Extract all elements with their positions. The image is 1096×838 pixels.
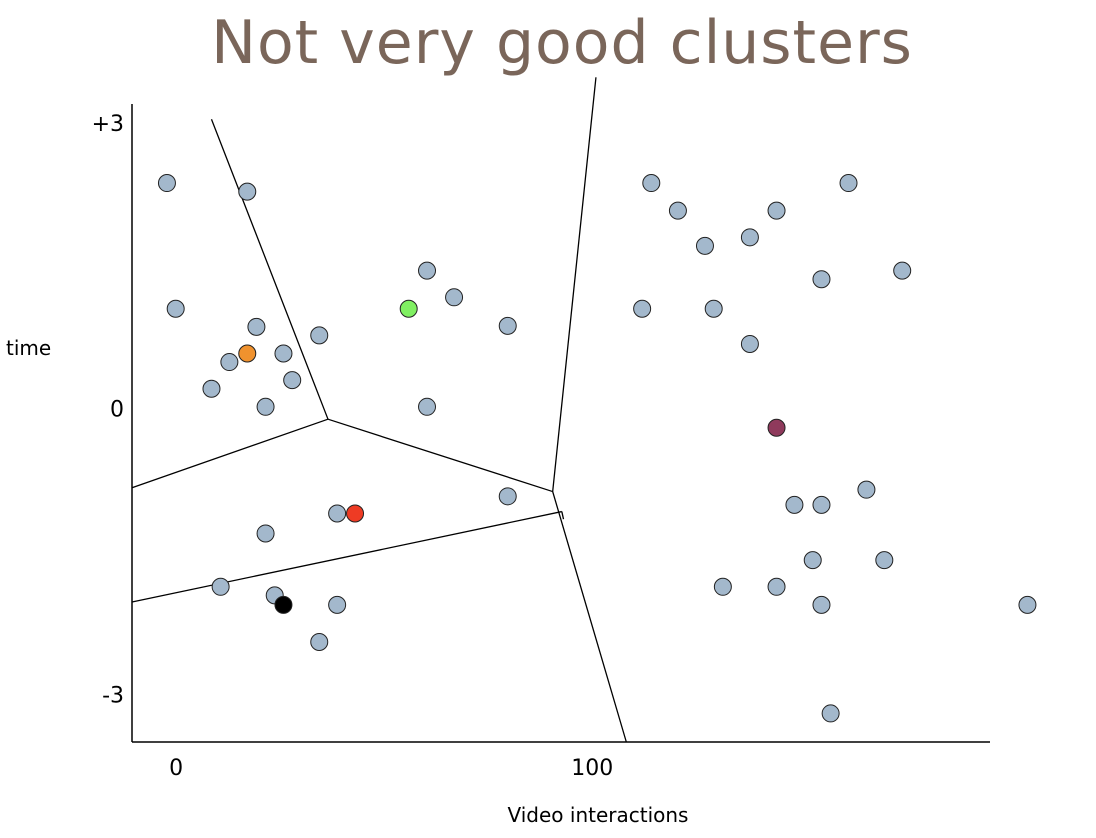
data-point <box>256 524 275 543</box>
cluster-centroid-5 <box>767 418 786 437</box>
data-points <box>157 174 1037 723</box>
boundary-line-7 <box>561 511 565 520</box>
slide-title: Not very good clusters <box>211 8 913 78</box>
data-point <box>642 174 661 193</box>
cluster-centroid-1 <box>238 344 257 363</box>
boundary-line-1 <box>210 119 329 420</box>
data-point <box>668 201 687 220</box>
data-point <box>328 595 347 614</box>
data-point <box>283 371 302 390</box>
data-point <box>310 633 329 652</box>
data-point <box>633 299 652 318</box>
data-point <box>821 704 840 723</box>
data-point <box>498 487 517 506</box>
data-point <box>812 595 831 614</box>
data-point <box>1018 595 1037 614</box>
cluster-centroid-3 <box>346 504 365 523</box>
data-point <box>418 397 437 416</box>
boundary-line-6 <box>131 510 562 603</box>
cluster-centroids <box>238 299 786 614</box>
data-point <box>857 480 876 499</box>
data-point <box>785 495 804 514</box>
data-point <box>157 174 176 193</box>
data-point <box>418 261 437 280</box>
boundary-line-2 <box>131 418 329 489</box>
data-point <box>740 228 759 247</box>
data-point <box>445 288 464 307</box>
data-point <box>893 261 912 280</box>
y-tick-label: 0 <box>110 398 124 423</box>
data-point <box>740 334 759 353</box>
boundary-line-5 <box>552 491 627 743</box>
data-point <box>238 182 257 201</box>
y-tick-label: +3 <box>92 112 124 137</box>
data-point <box>713 577 732 596</box>
x-tick-label: 0 <box>169 756 183 781</box>
boundary-line-4 <box>552 77 597 492</box>
data-point <box>247 317 266 336</box>
data-point <box>498 316 517 335</box>
x-tick-label: 100 <box>571 756 613 781</box>
data-point <box>256 397 275 416</box>
data-point <box>211 577 230 596</box>
cluster-centroid-4 <box>274 595 293 614</box>
data-point <box>875 551 894 570</box>
data-point <box>839 174 858 193</box>
data-point <box>695 236 714 255</box>
data-point <box>767 577 786 596</box>
tick-labels: 0 100 +3 0 -3 <box>92 112 614 781</box>
axes <box>131 104 990 743</box>
y-tick-label: -3 <box>102 683 124 708</box>
data-point <box>328 504 347 523</box>
data-point <box>767 201 786 220</box>
data-point <box>812 270 831 289</box>
boundary-line-3 <box>327 418 553 493</box>
data-point <box>166 299 185 318</box>
x-axis-title: Video interactions <box>508 803 689 827</box>
cluster-boundaries <box>131 77 627 743</box>
data-point <box>202 379 221 398</box>
data-point <box>274 344 293 363</box>
y-axis-title: time <box>6 336 51 360</box>
data-point <box>812 495 831 514</box>
data-point <box>220 353 239 372</box>
data-point <box>803 551 822 570</box>
cluster-centroid-2 <box>399 299 418 318</box>
data-point <box>310 326 329 345</box>
data-point <box>704 299 723 318</box>
